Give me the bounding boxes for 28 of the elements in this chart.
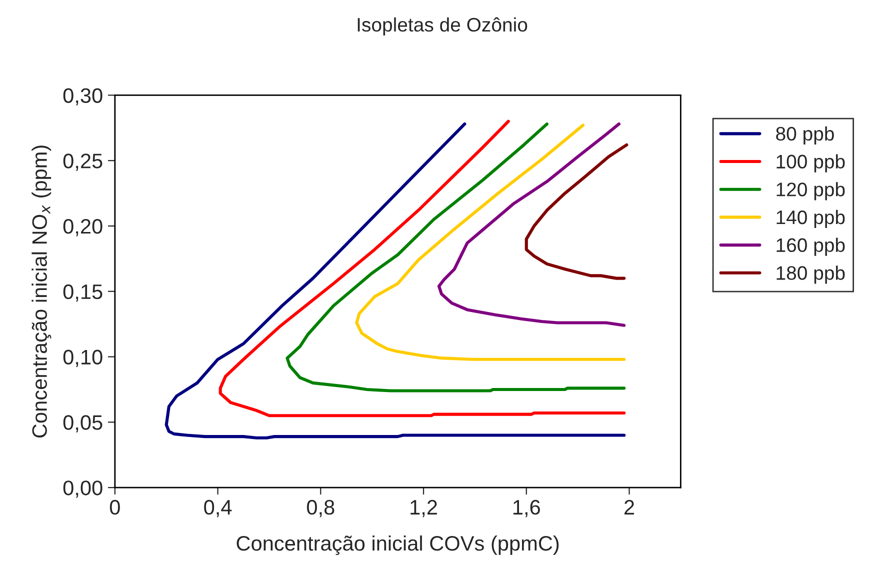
legend-label: 160 ppb [776, 238, 845, 256]
y-tick-label: 0,10 [63, 350, 102, 367]
line-series [164, 122, 626, 440]
y-tick-label: 0,25 [63, 154, 102, 171]
line-series [524, 143, 628, 280]
x-tick-label: 0,4 [204, 500, 232, 518]
line-series [355, 124, 626, 361]
y-tick-label: 0,05 [63, 415, 102, 432]
line-series [218, 120, 626, 418]
line-series [286, 122, 626, 392]
x-tick-label: 1,2 [410, 500, 437, 518]
legend-label: 180 ppb [776, 266, 845, 284]
y-tick-label: 0,30 [63, 88, 102, 106]
legend-label: 100 ppb [776, 154, 845, 172]
y-tick-label: 0,00 [63, 480, 102, 498]
legend-label: 140 ppb [776, 210, 845, 228]
legend-label: 80 ppb [776, 126, 834, 145]
y-tick-label: 0,20 [63, 218, 102, 236]
y-tick-label: 0,15 [63, 284, 102, 302]
x-axis-title: Concentração inicial COVs (ppmC) [236, 535, 559, 555]
y-axis-title: Concentração inicial NO$_{x}$ (ppm) [32, 146, 52, 438]
legend-label: 120 ppb [776, 182, 845, 200]
x-tick-label: 0 [110, 500, 120, 515]
chart-title: Isopletas de Ozônio [358, 17, 528, 36]
x-tick-label: 0,8 [306, 500, 334, 518]
line-series [437, 122, 626, 327]
x-tick-label: 2 [624, 500, 634, 514]
x-tick-label: 1,6 [513, 500, 540, 518]
